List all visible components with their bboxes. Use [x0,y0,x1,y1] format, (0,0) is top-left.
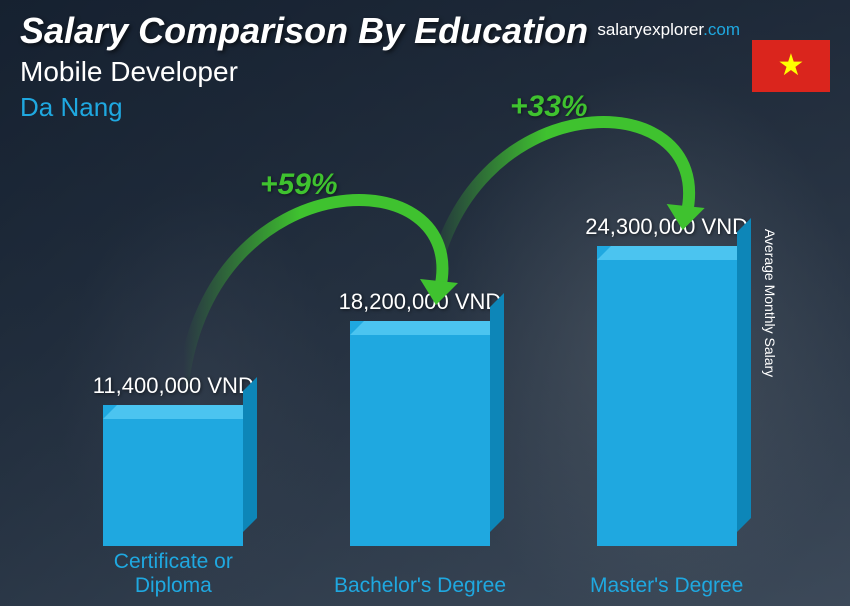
bar-group: 18,200,000 VND [320,289,520,546]
chart-title: Salary Comparison By Education [20,10,588,52]
country-flag: ★ [752,40,830,92]
chart-subtitle: Mobile Developer [20,56,238,88]
attribution: salaryexplorer.com [597,20,740,40]
percent-increase-label: +33% [510,90,588,124]
flag-star-icon: ★ [778,51,805,81]
bar-group: 24,300,000 VND [567,214,767,546]
attribution-tld: .com [703,20,740,39]
bar-value-label: 24,300,000 VND [585,214,748,240]
bar-group: 11,400,000 VND [73,373,273,546]
bar-category-label: Certificate or Diploma [73,550,273,598]
bar [103,405,243,546]
bar-category-label: Bachelor's Degree [320,574,520,598]
percent-increase-label: +59% [260,168,338,202]
bar [597,246,737,546]
chart-location: Da Nang [20,92,123,123]
bar [350,321,490,546]
bar-value-label: 18,200,000 VND [339,289,502,315]
bar-chart: 11,400,000 VND 18,200,000 VND 24,300,000 V… [50,186,790,546]
bar-value-label: 11,400,000 VND [93,373,254,399]
attribution-base: salaryexplorer [597,20,703,39]
bar-category-label: Master's Degree [567,574,767,598]
